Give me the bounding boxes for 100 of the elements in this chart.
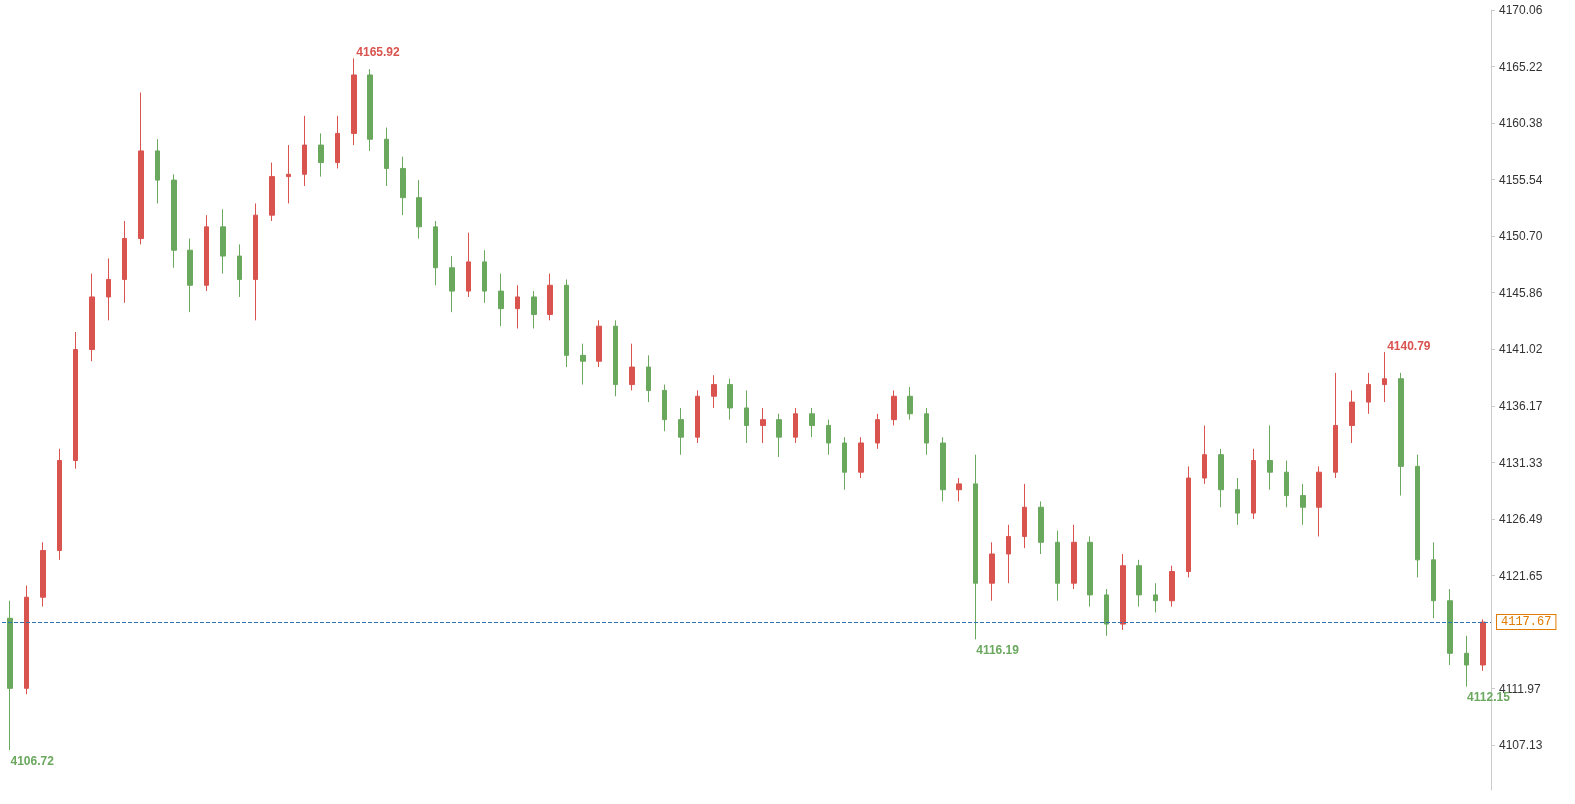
candlestick [1316,465,1322,537]
candlestick [1284,460,1289,508]
candlestick [253,202,258,321]
candlestick [318,132,324,178]
y-tick-label: 4160.38 [1499,116,1543,131]
annotation: 4106.72 [10,753,55,768]
candlestick [1415,454,1420,578]
candlestick [973,454,978,640]
candlestick [482,249,487,304]
candlestick [1055,530,1060,602]
annotation: 4116.19 [976,642,1020,657]
candlestick [826,419,831,456]
candlestick [842,436,847,491]
candlestick [466,232,471,298]
candlestick [351,57,357,146]
candlestick [1071,524,1077,590]
candlestick [776,413,782,458]
candlestick [760,407,766,444]
candlestick [891,389,897,426]
candlestick [695,389,700,444]
y-tick-label: 4150.70 [1499,229,1543,244]
candlestick [204,214,209,292]
y-tick-label: 4170.06 [1499,3,1543,17]
candlestick [89,273,95,362]
candlestick [793,407,798,444]
candlestick [744,389,749,444]
candlestick [24,585,29,695]
candlestick [875,413,880,450]
candlestick [1333,372,1338,479]
candlestick [187,238,193,313]
candlestick [564,278,569,368]
candlestick [1202,424,1207,485]
candlestick [1006,524,1011,584]
candlestick [384,127,389,187]
candlestick [1153,582,1158,613]
candlestick [1218,448,1224,508]
candlestick [1464,635,1469,688]
candlestick [1300,483,1306,526]
candlestick [1366,372,1371,415]
y-tick-label: 4141.02 [1499,342,1543,357]
candlestick [858,436,864,479]
candlestick [596,319,602,368]
candlestick [220,208,226,275]
candlestick [1398,372,1404,497]
candlestick [662,384,667,432]
candlestick [924,407,929,456]
y-tick-label: 4131.33 [1499,455,1543,470]
candlestick [1267,424,1273,491]
candlestick [57,448,62,561]
candlestick [138,91,144,245]
candlestick [171,173,177,269]
candlestick [122,220,127,304]
candlestick [286,144,291,204]
y-tick-label: 4145.86 [1499,285,1543,300]
candlestick [237,243,242,298]
candlestick [400,156,406,216]
candlestick [678,407,684,456]
annotation: 4165.92 [356,45,400,60]
candlestick [809,407,815,438]
candlestick [1480,618,1486,672]
candlestick [956,477,962,502]
candlestick [1087,535,1093,608]
candlestick [940,436,946,502]
candlestick [302,115,307,187]
candlestick [531,290,537,329]
candlestick [155,138,160,204]
candlestick [613,319,618,397]
candlestick [1022,483,1027,549]
annotation: 4140.79 [1387,338,1431,353]
candlestick [1038,500,1044,555]
candlestick [515,284,520,329]
candlestick [580,343,586,386]
candlestick [1186,465,1191,578]
candlestick [335,115,340,169]
y-tick-label: 4121.65 [1499,568,1543,583]
candlestick [1235,477,1240,526]
candlestick [269,162,275,222]
candlestick [1169,565,1175,608]
candlestick [1382,351,1387,403]
candlestick [1349,389,1355,444]
candlestick [449,255,455,313]
ref-line-label: 4117.67 [1501,615,1552,630]
candlestick [1120,553,1126,631]
y-tick-label: 4107.13 [1499,738,1543,753]
candlestick [1447,588,1453,666]
candlestick [547,273,553,321]
candlestick [106,257,111,321]
candlestick [40,541,46,608]
candlestick [498,273,504,327]
candlestick [1431,541,1436,619]
candlestick [629,343,635,391]
candlestick [7,600,13,751]
candlestick [907,386,913,421]
candlestick [989,541,995,602]
candlestick [367,68,373,152]
y-tick-label: 4126.49 [1499,512,1543,527]
candlestick [433,220,438,286]
candlestick [1136,559,1142,608]
y-tick-label: 4136.17 [1499,398,1543,413]
y-tick-label: 4165.22 [1499,59,1543,74]
